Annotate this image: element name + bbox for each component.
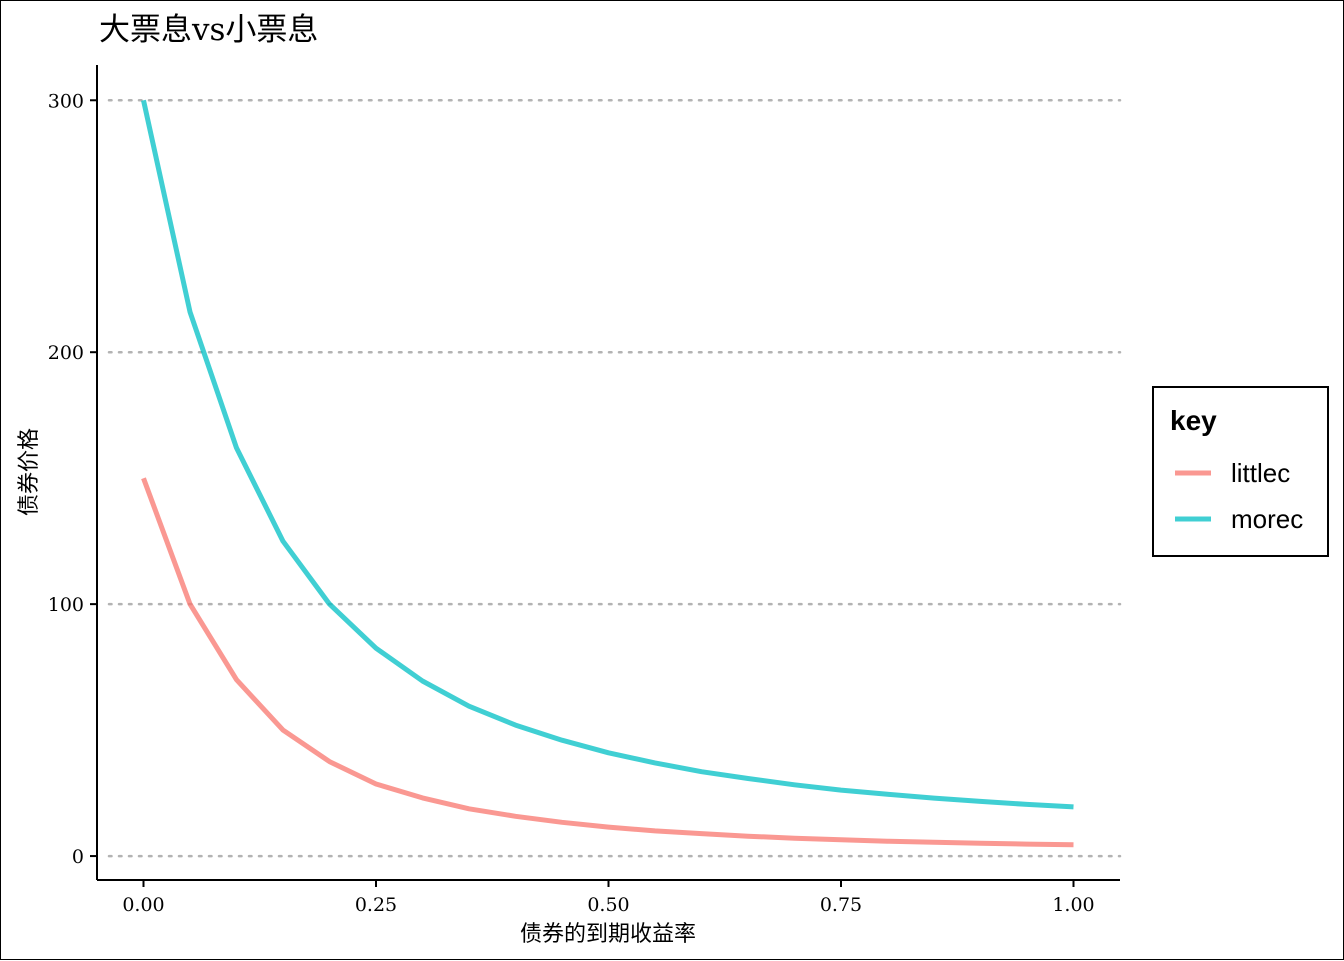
series-line-littlec [141, 477, 1074, 848]
legend-title: key [1170, 405, 1217, 436]
x-tick-label: 0.75 [820, 894, 862, 916]
series-lines [141, 99, 1074, 848]
x-axis-label: 债券的到期收益率 [520, 922, 696, 947]
x-tick-label: 0.25 [355, 894, 397, 916]
gridlines [107, 99, 1122, 858]
y-tick-label: 200 [48, 342, 84, 364]
legend-label-littlec: littlec [1231, 458, 1290, 488]
y-axis-label: 债券价格 [17, 428, 42, 516]
x-tick-label: 1.00 [1052, 894, 1094, 916]
x-tick-label: 0.50 [587, 894, 629, 916]
y-axis-ticks: 0 100 200 300 [48, 90, 97, 868]
chart-title: 大票息vs小票息 [99, 12, 318, 48]
legend-items: littlec morec [1175, 458, 1303, 534]
y-tick-label: 300 [48, 90, 84, 112]
legend-label-morec: morec [1231, 504, 1303, 534]
series-line-morec [141, 99, 1074, 810]
y-tick-label: 100 [48, 594, 84, 616]
x-tick-label: 0.00 [122, 894, 164, 916]
x-axis-ticks: 0.00 0.25 0.50 0.75 1.00 [122, 880, 1095, 916]
legend: key littlec morec [1152, 386, 1329, 557]
y-tick-label: 0 [72, 846, 84, 868]
